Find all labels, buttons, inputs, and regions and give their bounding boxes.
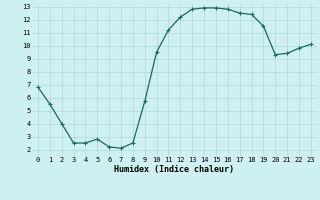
X-axis label: Humidex (Indice chaleur): Humidex (Indice chaleur) [115,165,234,174]
